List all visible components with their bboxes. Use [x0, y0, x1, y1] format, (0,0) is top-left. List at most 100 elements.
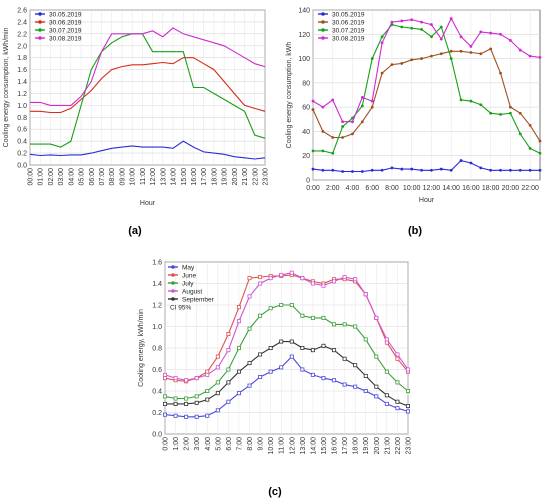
- data-point: [321, 105, 325, 109]
- data-point: [508, 168, 512, 172]
- data-point: [289, 354, 294, 359]
- data-point: [499, 71, 502, 75]
- data-point: [459, 98, 463, 102]
- x-tick-label: 10:00: [403, 185, 421, 192]
- data-point: [300, 345, 305, 350]
- x-tick-label: 16:00: [191, 168, 198, 186]
- data-point: [430, 168, 433, 172]
- data-point: [449, 17, 453, 20]
- x-tick-label: 11:00: [140, 168, 147, 185]
- data-point: [279, 272, 284, 277]
- legend-label: 30.05.2019: [332, 12, 365, 19]
- data-point: [449, 168, 453, 172]
- data-point: [173, 376, 178, 381]
- x-tick-label: 06:00: [89, 168, 96, 186]
- data-point: [268, 306, 273, 311]
- data-point: [258, 281, 263, 286]
- data-point: [342, 356, 347, 361]
- x-tick-label: 13:00: [160, 168, 167, 186]
- x-tick-label: 04:00: [68, 168, 75, 186]
- data-point: [469, 45, 473, 48]
- data-point: [374, 384, 379, 389]
- data-point: [311, 149, 315, 153]
- data-point: [258, 352, 263, 357]
- legend-label: 30.06.2019: [49, 20, 82, 27]
- data-point: [449, 57, 453, 60]
- legend-marker: [171, 297, 175, 301]
- data-point: [351, 170, 354, 173]
- legend-marker: [321, 36, 325, 40]
- x-tick-label: 21:00: [384, 437, 391, 455]
- data-point: [410, 18, 414, 22]
- y-tick-label: 1.6: [17, 67, 27, 74]
- x-tick-label: 16:00: [332, 437, 339, 455]
- data-point: [420, 20, 423, 24]
- data-point: [184, 414, 189, 419]
- data-point: [384, 369, 389, 374]
- data-point: [380, 71, 384, 75]
- data-point: [439, 167, 443, 171]
- x-tick-label: 1:00: [173, 437, 180, 451]
- data-point: [489, 168, 493, 172]
- data-point: [499, 113, 502, 116]
- data-point: [236, 319, 241, 324]
- data-point: [380, 41, 384, 45]
- data-point: [360, 104, 364, 108]
- x-tick-label: 23:00: [263, 168, 270, 186]
- ci-annotation: CI 95%: [170, 305, 192, 312]
- data-point: [405, 409, 410, 414]
- y-tick-label: 120: [298, 32, 310, 39]
- x-tick-label: 17:00: [342, 437, 349, 455]
- panel-c-chart: 0.0 0.2 0.4 0.6 0.8 1.0 1.2 1.4 1.6 0:00 1:00 2:00 3…: [138, 260, 413, 455]
- data-point: [342, 382, 347, 387]
- data-point: [321, 315, 326, 320]
- data-point: [449, 49, 453, 53]
- data-point: [439, 37, 443, 41]
- data-point: [528, 147, 532, 150]
- x-tick-label: 8:00: [385, 185, 399, 192]
- x-tick-label: 6:00: [226, 437, 233, 451]
- data-point: [247, 361, 252, 366]
- data-point: [353, 363, 358, 368]
- y-tick-label: 2.2: [17, 31, 27, 38]
- x-tick-label: 11:00: [279, 437, 286, 454]
- data-point: [236, 305, 241, 310]
- data-point: [205, 372, 210, 377]
- x-tick-label: 5:00: [215, 437, 222, 451]
- x-tick-label: 12:00: [289, 437, 296, 455]
- data-point: [390, 63, 394, 67]
- data-point: [184, 401, 189, 406]
- x-tick-label: 0:00: [163, 437, 170, 451]
- data-point: [439, 52, 443, 56]
- plot-area: [312, 9, 541, 181]
- x-tick-label: 22:00: [252, 168, 259, 186]
- data-point: [410, 58, 414, 62]
- x-tick-label: 2:00: [184, 437, 191, 451]
- data-point: [395, 399, 400, 404]
- data-point: [430, 35, 433, 39]
- data-point: [247, 294, 252, 299]
- data-point: [341, 120, 345, 124]
- x-tick-label: 22:00: [395, 437, 402, 455]
- data-point: [268, 369, 273, 374]
- data-point: [363, 373, 368, 378]
- series-line: [312, 17, 541, 123]
- data-point: [289, 302, 294, 307]
- x-tick-label: 10:00: [268, 437, 275, 455]
- data-point: [321, 376, 326, 381]
- data-point: [342, 322, 347, 327]
- legend-label: 30.08.2019: [49, 36, 82, 43]
- data-point: [310, 281, 315, 286]
- data-point: [380, 35, 384, 39]
- y-tick-label: 0.2: [17, 151, 27, 158]
- data-point: [538, 168, 542, 172]
- data-point: [226, 367, 231, 372]
- x-tick-label: 07:00: [99, 168, 106, 186]
- data-point: [162, 372, 167, 377]
- y-tick-label: 40: [302, 129, 310, 136]
- legend-marker: [321, 28, 325, 32]
- legend-label: September: [182, 297, 215, 304]
- data-point: [360, 120, 364, 124]
- x-tick-label: 14:00: [442, 185, 460, 192]
- y-tick-label: 0.6: [152, 367, 162, 374]
